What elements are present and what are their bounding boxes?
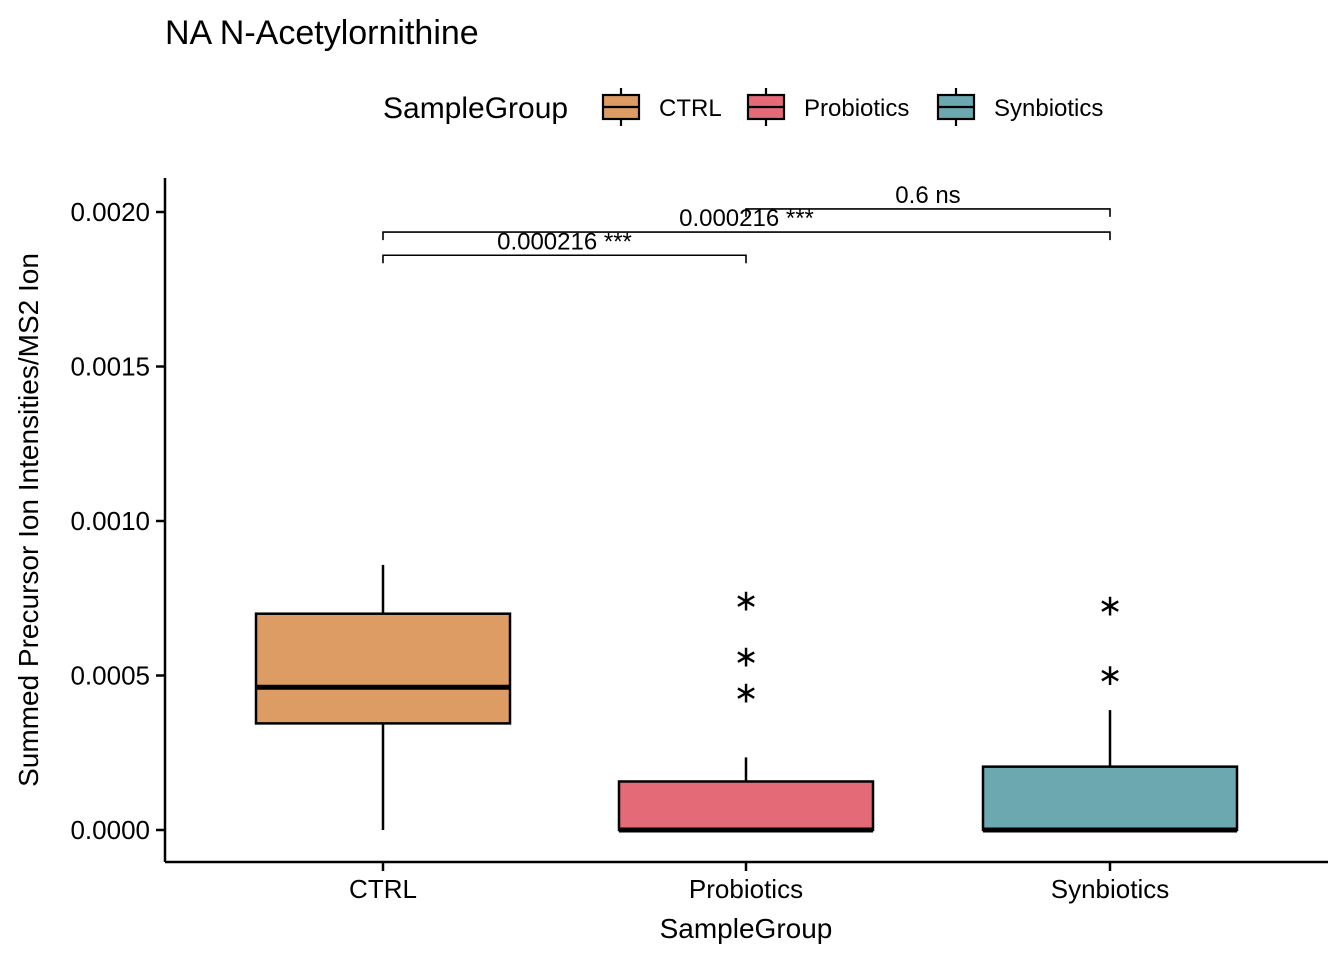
legend-item-synbiotics: Synbiotics [936,88,1103,126]
outlier-point: ∗ [733,639,758,674]
legend-label: Synbiotics [994,95,1103,122]
box-ctrl [254,564,512,830]
y-tick-label: 0.0015 [70,352,150,382]
outlier-point: ∗ [1097,588,1122,623]
outlier-point: ∗ [1097,658,1122,693]
bracket-label: 0.6 ns [895,182,960,209]
x-tick-label: Probiotics [689,874,803,904]
legend-item-probiotics: Probiotics [746,88,909,126]
bracket-line [382,231,1111,241]
outlier-point: ∗ [733,675,758,710]
legend-label: CTRL [659,95,722,122]
box-synbiotics: ∗∗ [981,588,1239,833]
legend: SampleGroup CTRL Probiotics Synbiotics [383,88,1103,126]
y-tick-label: 0.0005 [70,661,150,691]
box-body [254,612,512,725]
significance-bracket: 0.000216 *** [382,228,747,264]
box-body [617,780,875,832]
x-tick-label: Synbiotics [1051,874,1170,904]
box-body [981,765,1239,832]
legend-item-ctrl: CTRL [601,88,722,126]
box-probiotics: ∗∗∗ [617,584,875,833]
outlier-point: ∗ [733,584,758,619]
y-tick-label: 0.0000 [70,815,150,845]
x-axis-title: SampleGroup [660,913,833,944]
y-axis-title: Summed Precursor Ion Intensities/MS2 Ion [13,253,44,787]
bracket-line [382,254,747,264]
chart-title: NA N-Acetylornithine [165,14,479,52]
x-tick-label: CTRL [349,874,417,904]
bracket-line [745,208,1111,217]
significance-bracket: 0.6 ns [745,182,1111,217]
legend-title: SampleGroup [383,92,568,125]
y-tick-label: 0.0020 [70,197,150,227]
plot-area: 0.0000 0.0005 0.0010 0.0015 0.0020 CTRL Probio… [70,178,1328,904]
legend-label: Probiotics [804,95,909,122]
y-tick-label: 0.0010 [70,506,150,536]
